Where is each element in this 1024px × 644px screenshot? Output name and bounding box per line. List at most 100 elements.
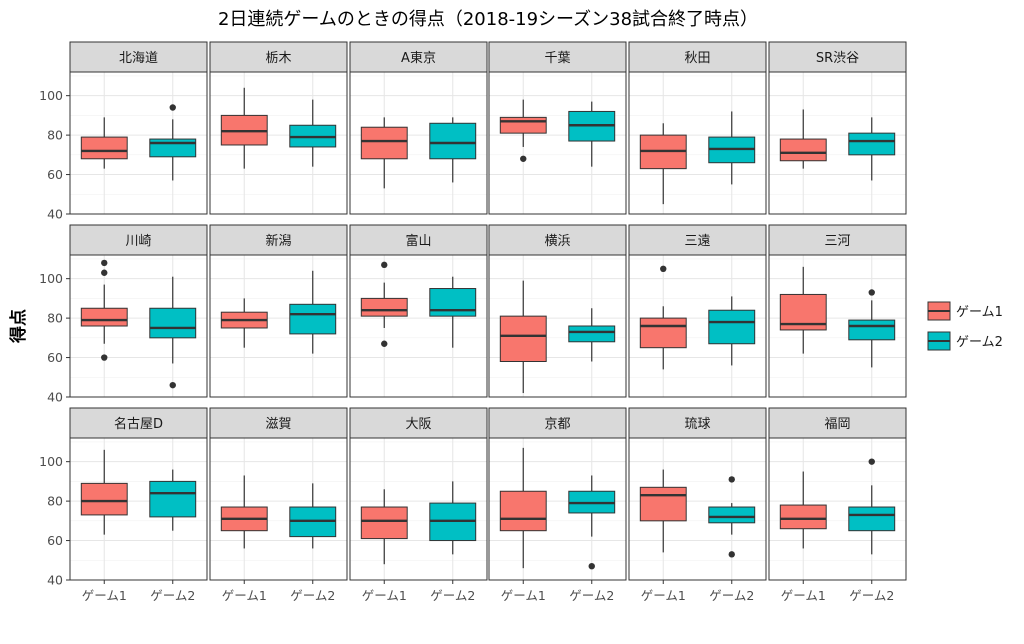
- facet-strip-label: 滋賀: [265, 417, 291, 432]
- box-game1: [499, 447, 547, 569]
- box-iqr: [360, 506, 408, 540]
- box-game1: [80, 117, 128, 169]
- box-game2: [568, 475, 616, 570]
- panel-background: [350, 255, 487, 397]
- outlier-point: [101, 354, 108, 361]
- box-game1: [499, 280, 547, 394]
- box-iqr: [149, 138, 197, 158]
- outlier-point: [588, 562, 595, 570]
- y-tick-label: 60: [47, 350, 63, 365]
- panel-border: [488, 254, 627, 398]
- facet-panel: 千葉: [488, 41, 627, 215]
- box-iqr: [848, 319, 896, 341]
- box-game2: [429, 481, 477, 555]
- facet-strip: [69, 407, 208, 439]
- facet-strip: [349, 407, 488, 439]
- box-game2: [149, 276, 197, 389]
- outlier-point: [169, 381, 176, 389]
- facet-panel: 新潟: [209, 224, 348, 398]
- outlier-point: [868, 289, 875, 296]
- facet-strip-label: 大阪: [405, 417, 431, 432]
- panel-border: [628, 437, 767, 581]
- y-tick-label: 40: [47, 573, 63, 588]
- facet-strip-label: 秋田: [684, 51, 710, 66]
- box-iqr: [639, 486, 687, 522]
- y-tick-label: 40: [47, 390, 63, 405]
- panel-border: [209, 254, 348, 398]
- box-game2: [568, 101, 616, 167]
- panel-border: [349, 437, 488, 581]
- outlier-point: [101, 269, 108, 276]
- facet-strip-label: 名古屋D: [114, 416, 163, 432]
- box-iqr: [499, 490, 547, 532]
- box-game1: [360, 117, 408, 189]
- box-game1: [779, 471, 827, 549]
- x-tick-label: ゲーム1: [222, 588, 267, 603]
- box-iqr: [848, 506, 896, 532]
- facet-strip: [768, 407, 907, 439]
- facet-strip-label: A東京: [401, 50, 436, 66]
- box-game2: [429, 117, 477, 183]
- panel-border: [488, 437, 627, 581]
- x-tick-label: ゲーム2: [569, 588, 614, 603]
- box-game1: [779, 109, 827, 169]
- outlier-point: [520, 155, 527, 162]
- x-tick-label: ゲーム2: [290, 588, 335, 603]
- x-tick-label: ゲーム1: [362, 588, 407, 603]
- box-iqr: [149, 307, 197, 339]
- facet-panel: 川崎 40 60 80 100: [39, 224, 208, 405]
- facet-panel: 北海道 40 60 80 100: [39, 41, 208, 222]
- outlier-point: [868, 458, 875, 465]
- box-iqr: [639, 317, 687, 349]
- facet-strip: [488, 224, 627, 256]
- legend-entry: ゲーム2: [927, 331, 1003, 351]
- facet-strip-label: 富山: [405, 233, 431, 249]
- facet-panel: A東京: [349, 41, 488, 215]
- box-iqr: [568, 325, 616, 343]
- panel-border: [69, 254, 208, 398]
- box-iqr: [708, 309, 756, 345]
- box-iqr: [708, 506, 756, 524]
- box-iqr: [499, 315, 547, 362]
- facet-panel: 秋田: [628, 41, 767, 215]
- x-tick-label: ゲーム2: [849, 588, 894, 603]
- box-iqr: [360, 297, 408, 317]
- box-game2: [289, 270, 337, 354]
- panel-border: [768, 254, 907, 398]
- box-iqr: [80, 482, 128, 516]
- facet-panel: SR渋谷: [768, 41, 907, 215]
- facet-strip-label: 京都: [544, 417, 570, 432]
- facet-strip: [209, 41, 348, 73]
- facet-strip: [768, 41, 907, 73]
- panel-border: [349, 254, 488, 398]
- panel-border: [69, 437, 208, 581]
- facet-strip-label: SR渋谷: [816, 51, 859, 66]
- facet-strip: [768, 224, 907, 256]
- facet-strip: [488, 41, 627, 73]
- box-game1: [80, 449, 128, 535]
- panel-border: [69, 71, 208, 215]
- facet-panel: 名古屋D 40 60 80 100 ゲーム1 ゲーム2: [39, 407, 208, 603]
- facet-strip-label: 琉球: [684, 417, 710, 432]
- box-game2: [708, 111, 756, 185]
- panel-border: [349, 71, 488, 215]
- y-tick-label: 60: [47, 167, 63, 182]
- box-game1: [220, 87, 268, 169]
- legend-label: ゲーム1: [956, 305, 1003, 320]
- panel-border: [768, 437, 907, 581]
- x-tick-label: ゲーム1: [82, 588, 127, 603]
- box-game1: [220, 298, 268, 348]
- facet-strip-label: 千葉: [544, 51, 570, 66]
- y-tick-label: 80: [47, 311, 63, 326]
- panel-border: [209, 437, 348, 581]
- box-iqr: [429, 288, 477, 317]
- facet-panel: 三遠: [628, 224, 767, 398]
- box-game1: [639, 123, 687, 205]
- legend-entry: ゲーム1: [927, 301, 1003, 321]
- panel-background: [489, 72, 626, 214]
- box-game1: [360, 261, 408, 347]
- box-game2: [568, 308, 616, 362]
- box-iqr: [429, 122, 477, 160]
